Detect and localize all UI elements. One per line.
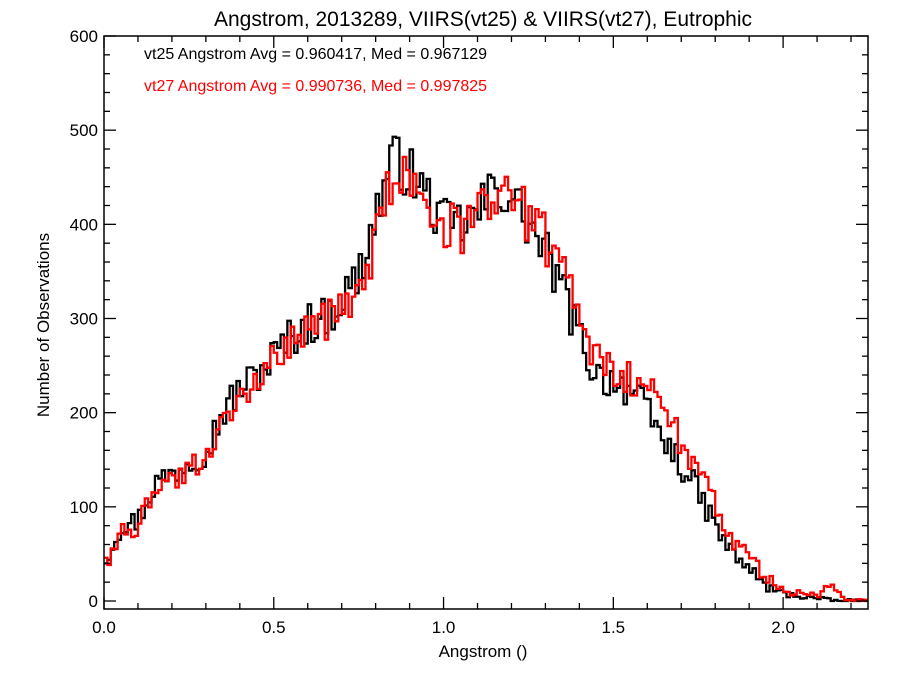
axes-layer: 0.0 0.5 1.0 1.5 2.0 0 100 200 300 400 500 600 <box>70 27 869 637</box>
x-tick-label: 0.5 <box>262 618 286 637</box>
chart-title: Angstrom, 2013289, VIIRS(vt25) & VIIRS(v… <box>214 8 752 31</box>
y-tick-label: 100 <box>70 498 98 517</box>
x-tick-label: 1.0 <box>432 618 456 637</box>
series-layer <box>104 135 868 603</box>
y-tick-label: 600 <box>70 27 98 46</box>
x-axis-label: Angstrom () <box>439 642 528 661</box>
y-tick-label: 200 <box>70 404 98 423</box>
y-tick-label: 300 <box>70 310 98 329</box>
annotation-vt25-stats: vt25 Angstrom Avg = 0.960417, Med = 0.96… <box>144 46 487 63</box>
y-tick-label: 0 <box>89 592 98 611</box>
plot-frame <box>103 35 869 610</box>
x-tick-label: 0.0 <box>92 618 116 637</box>
annotation-vt27-stats: vt27 Angstrom Avg = 0.990736, Med = 0.99… <box>144 78 487 95</box>
x-tick-label: 2.0 <box>771 618 795 637</box>
histogram-series-1 <box>104 155 868 603</box>
y-tick-label: 400 <box>70 215 98 234</box>
histogram-series-0 <box>104 135 868 603</box>
x-tick-label: 1.5 <box>602 618 626 637</box>
y-axis-label: Number of Observations <box>34 233 53 417</box>
y-tick-label: 500 <box>70 121 98 140</box>
